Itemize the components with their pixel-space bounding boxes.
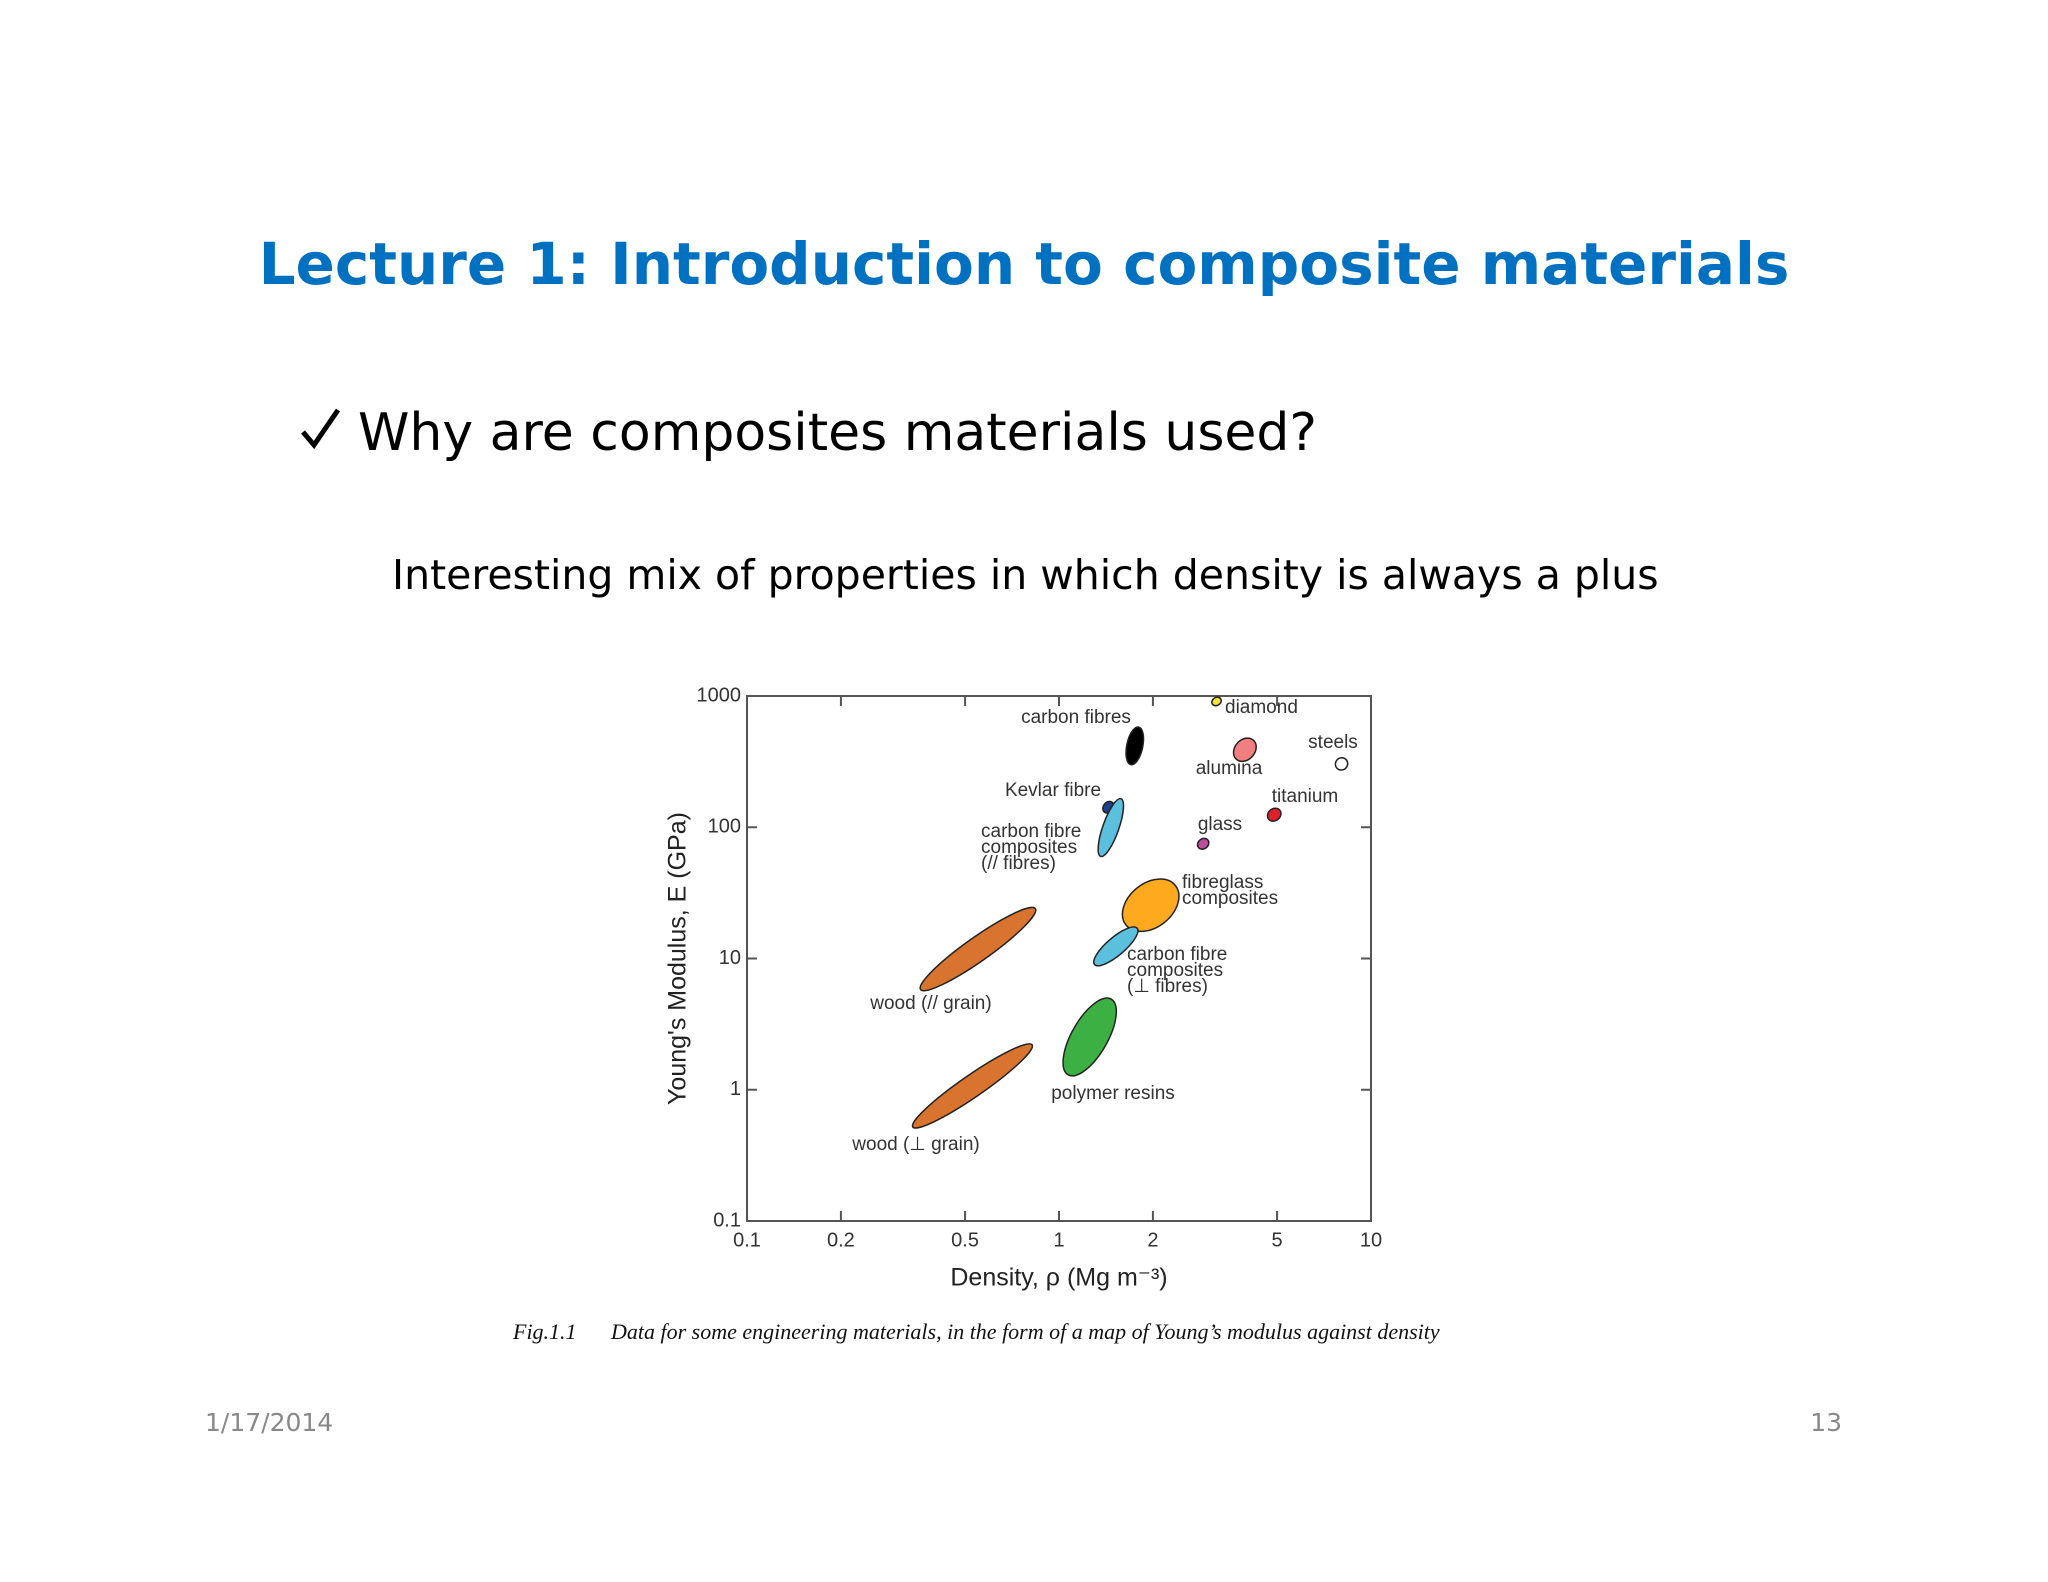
region-label: composites bbox=[1182, 888, 1278, 909]
plot-frame bbox=[746, 695, 1372, 1222]
x-tick-label: 10 bbox=[1360, 1229, 1382, 1251]
material-region bbox=[1334, 756, 1349, 771]
material-region bbox=[1211, 696, 1222, 707]
material-region bbox=[1062, 997, 1118, 1077]
region-label: steels bbox=[1308, 732, 1358, 753]
x-tick-label: 0.5 bbox=[951, 1229, 979, 1251]
region-label: (// fibres) bbox=[981, 853, 1056, 874]
material-region bbox=[911, 1043, 1034, 1129]
region-label: carbon fibre bbox=[981, 821, 1081, 842]
x-tick-label: 0.1 bbox=[733, 1229, 761, 1251]
region-label: polymer resins bbox=[1051, 1083, 1175, 1104]
y-tick-label: 1000 bbox=[697, 684, 742, 706]
y-tick-label: 1 bbox=[730, 1078, 741, 1100]
material-region bbox=[1125, 726, 1145, 766]
region-label: wood (⊥ grain) bbox=[851, 1134, 979, 1155]
region-label: diamond bbox=[1225, 697, 1298, 718]
region-label: carbon fibres bbox=[1021, 707, 1131, 728]
chart: 0.1 0.2 0.5 1 2 5 10 0.1 1 10 100 1000 Density, ρ (M… bbox=[664, 684, 1383, 1291]
bullet-text: Why are composites materials used? bbox=[358, 403, 1317, 463]
material-region bbox=[1232, 737, 1257, 763]
x-axis-label: Density, ρ (Mg m⁻³) bbox=[950, 1264, 1167, 1292]
region-label: wood (// grain) bbox=[869, 993, 991, 1014]
material-region bbox=[1093, 926, 1139, 967]
x-tick-label: 0.2 bbox=[827, 1229, 855, 1251]
x-tick-label: 5 bbox=[1272, 1229, 1283, 1251]
region-label: composites bbox=[1127, 960, 1223, 981]
date: 1/17/2014 bbox=[205, 1408, 333, 1437]
region-label: Kevlar fibre bbox=[1005, 780, 1101, 801]
region-label: (⊥ fibres) bbox=[1127, 976, 1208, 997]
caption: Data for some engineering materials, in … bbox=[611, 1319, 1440, 1344]
material-region bbox=[1196, 837, 1210, 850]
material-region bbox=[1266, 807, 1282, 822]
subtitle: Interesting mix of properties in which d… bbox=[392, 551, 1659, 599]
y-tick-label: 10 bbox=[719, 947, 741, 969]
material-region bbox=[1121, 878, 1180, 933]
region-label: titanium bbox=[1272, 786, 1339, 807]
region-label: alumina bbox=[1196, 758, 1263, 779]
caption-label: Fig.1.1 bbox=[513, 1319, 577, 1344]
material-region bbox=[919, 906, 1037, 992]
y-tick-label: 0.1 bbox=[713, 1209, 741, 1231]
region-label: composites bbox=[981, 837, 1077, 858]
region-label: carbon fibre bbox=[1127, 944, 1227, 965]
y-tick-label: 100 bbox=[708, 816, 741, 838]
region-label: fibreglass bbox=[1182, 872, 1263, 893]
check-icon bbox=[301, 408, 341, 450]
x-tick-label: 2 bbox=[1147, 1229, 1158, 1251]
slide-title: Lecture 1: Introduction to composite mat… bbox=[259, 230, 1790, 298]
y-axis-label: Young's Modulus, E (GPa) bbox=[664, 812, 692, 1105]
material-region bbox=[1097, 797, 1125, 858]
page-number: 13 bbox=[1810, 1408, 1842, 1437]
x-tick-label: 1 bbox=[1053, 1229, 1064, 1251]
region-label: glass bbox=[1198, 814, 1242, 835]
